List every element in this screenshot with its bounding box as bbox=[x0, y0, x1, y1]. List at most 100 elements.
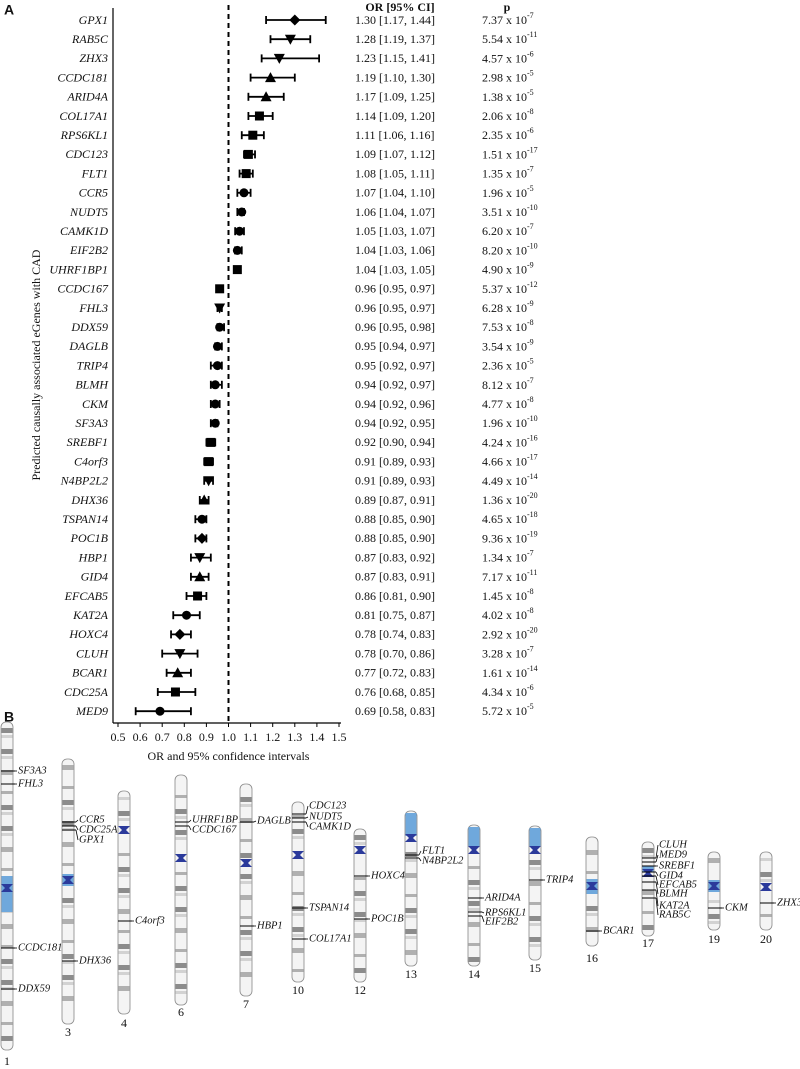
band bbox=[118, 951, 130, 954]
gene-label: GPX1 bbox=[79, 834, 105, 845]
p-value-exp: -8 bbox=[527, 107, 534, 116]
chromosome-body bbox=[467, 824, 481, 967]
gene-label: FLT1 bbox=[421, 845, 445, 856]
band bbox=[240, 804, 252, 807]
band bbox=[642, 890, 654, 895]
band bbox=[62, 863, 74, 866]
gene-leader bbox=[481, 915, 485, 923]
gene-label: CCDC181 bbox=[18, 942, 62, 953]
band bbox=[240, 930, 252, 935]
ci-label: 0.81 [0.75, 0.87] bbox=[355, 608, 435, 622]
band bbox=[529, 923, 541, 926]
p-value: 5.72 x 10-5 bbox=[482, 702, 534, 718]
gene-label: ARID4A bbox=[66, 90, 108, 104]
p-value-exp: -19 bbox=[527, 529, 538, 538]
band bbox=[1, 735, 13, 738]
point bbox=[273, 53, 285, 64]
point bbox=[170, 687, 180, 697]
ci-label: 0.88 [0.85, 0.90] bbox=[355, 531, 435, 545]
p-value-base: 4.02 x 10 bbox=[482, 608, 527, 622]
p-value-base: 1.36 x 10 bbox=[482, 493, 527, 507]
p-value-exp: -9 bbox=[527, 260, 534, 269]
ci-label: 0.78 [0.74, 0.83] bbox=[355, 627, 435, 641]
band bbox=[240, 972, 252, 977]
band bbox=[405, 859, 417, 862]
band bbox=[240, 874, 252, 879]
gene-label: SREBF1 bbox=[67, 435, 108, 449]
p-value-exp: -8 bbox=[527, 587, 534, 596]
point bbox=[196, 532, 208, 544]
band bbox=[175, 984, 187, 989]
gene-label: CCDC181 bbox=[57, 70, 108, 84]
gene-label: DAGLB bbox=[68, 339, 108, 353]
band bbox=[642, 911, 654, 914]
point bbox=[212, 341, 222, 351]
p-value-base: 4.77 x 10 bbox=[482, 397, 527, 411]
chromosome-body bbox=[404, 810, 418, 967]
gene-label: SF3A3 bbox=[18, 765, 47, 776]
band bbox=[175, 816, 187, 819]
band bbox=[1, 756, 13, 759]
point bbox=[239, 188, 249, 198]
centromere bbox=[586, 882, 598, 890]
p-value: 7.37 x 10-7 bbox=[482, 11, 534, 27]
band bbox=[708, 900, 720, 903]
band bbox=[240, 818, 252, 823]
heterochromatin bbox=[468, 827, 480, 846]
p-value-exp: -5 bbox=[527, 184, 534, 193]
band bbox=[468, 908, 480, 911]
ci-label: 1.09 [1.07, 1.12] bbox=[355, 147, 435, 161]
gene-label: COL17A1 bbox=[309, 933, 352, 944]
band bbox=[468, 957, 480, 962]
band bbox=[354, 968, 366, 973]
point bbox=[182, 610, 192, 620]
band bbox=[118, 867, 130, 872]
ci-label: 1.05 [1.03, 1.07] bbox=[355, 224, 435, 238]
band bbox=[118, 797, 130, 800]
band bbox=[292, 871, 304, 876]
ci-label: 0.91 [0.89, 0.93] bbox=[355, 474, 435, 488]
band bbox=[240, 951, 252, 956]
gene-leader bbox=[253, 820, 257, 823]
x-tick-label: 0.8 bbox=[177, 730, 192, 744]
band bbox=[529, 881, 541, 886]
gene-label: UHRF1BP1 bbox=[49, 262, 108, 276]
band bbox=[118, 853, 130, 856]
x-axis-title: OR and 95% confidence intervals bbox=[148, 749, 310, 763]
centromere bbox=[292, 851, 304, 859]
gene-leader bbox=[75, 819, 79, 823]
p-value-base: 2.36 x 10 bbox=[482, 358, 527, 372]
band bbox=[468, 943, 480, 946]
gene-leader bbox=[655, 871, 659, 877]
point bbox=[243, 149, 253, 159]
p-value: 5.37 x 10-12 bbox=[482, 280, 538, 296]
p-value-base: 1.61 x 10 bbox=[482, 666, 527, 680]
p-value: 3.51 x 10-10 bbox=[482, 203, 538, 219]
band bbox=[118, 874, 130, 877]
band bbox=[1, 826, 13, 831]
gene-label: HOXC4 bbox=[370, 870, 406, 881]
gene-label: DDX59 bbox=[17, 983, 51, 994]
band bbox=[760, 914, 772, 917]
band bbox=[175, 963, 187, 968]
p-value: 1.61 x 10-14 bbox=[482, 664, 538, 680]
p-value: 4.66 x 10-17 bbox=[482, 452, 538, 468]
p-value-exp: -5 bbox=[527, 88, 534, 97]
band bbox=[292, 948, 304, 953]
band bbox=[529, 916, 541, 921]
gene-label: CCR5 bbox=[79, 186, 108, 200]
gene-label: DHX36 bbox=[78, 955, 112, 966]
ci-label: 1.23 [1.15, 1.41] bbox=[355, 51, 435, 65]
p-value-exp: -11 bbox=[527, 568, 537, 577]
heterochromatin bbox=[529, 828, 541, 846]
band bbox=[354, 954, 366, 957]
p-value-base: 2.92 x 10 bbox=[482, 627, 527, 641]
band bbox=[240, 916, 252, 919]
band bbox=[118, 965, 130, 970]
band bbox=[175, 949, 187, 952]
p-value-exp: -5 bbox=[527, 702, 534, 711]
p-value-exp: -7 bbox=[527, 548, 534, 557]
p-value-base: 2.06 x 10 bbox=[482, 109, 527, 123]
point bbox=[254, 111, 264, 121]
p-value-base: 5.54 x 10 bbox=[482, 32, 527, 46]
